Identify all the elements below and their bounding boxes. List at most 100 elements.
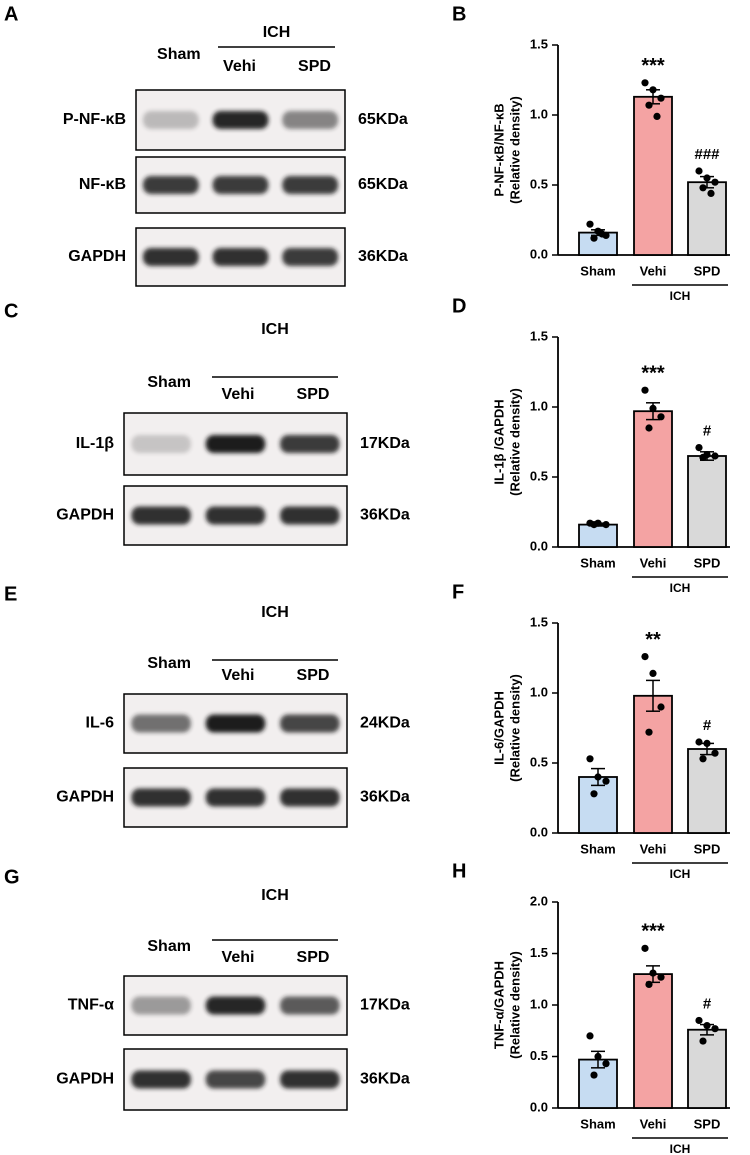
data-point	[657, 413, 665, 421]
significance-label: #	[703, 995, 712, 1012]
protein-label: GAPDH	[68, 248, 126, 265]
blot-band	[280, 435, 340, 453]
data-point	[711, 452, 719, 460]
protein-label: IL-6	[86, 715, 115, 732]
y-tick-label: 1.5	[530, 328, 548, 343]
data-point	[641, 79, 649, 87]
y-tick-label: 1.0	[530, 684, 548, 699]
data-point	[699, 1037, 707, 1045]
data-point	[653, 112, 661, 120]
bar	[687, 748, 727, 834]
blot-band	[205, 1070, 266, 1089]
size-label: 36KDa	[360, 507, 410, 524]
data-point	[703, 739, 711, 748]
lane-label: Sham	[147, 374, 191, 391]
blot-band	[282, 176, 339, 194]
blot-panel: E ICH Sham Vehi SPD IL-6 24KDa GAPDH 36KDa	[4, 583, 410, 828]
data-point	[590, 521, 598, 529]
group-label: ICH	[670, 289, 691, 303]
panel-letter: C	[4, 300, 18, 322]
y-tick-label: 0.5	[530, 754, 548, 769]
x-tick-label: Vehi	[640, 263, 667, 278]
group-label: ICH	[670, 1142, 691, 1155]
data-point	[699, 453, 707, 461]
blot-panel: C ICH Sham Vehi SPD IL-1β 17KDa GAPDH 36KDa	[4, 300, 410, 546]
bar	[687, 181, 727, 256]
bar-chart: B P-NF-κB/NF-κB (Relative density) 0.0 0.5 1.…	[452, 3, 730, 303]
data-point	[695, 1016, 703, 1025]
x-tick-label: Sham	[580, 841, 615, 856]
significance-label: ***	[641, 55, 665, 77]
data-point	[598, 230, 606, 238]
group-label: ICH	[670, 581, 691, 595]
significance-label: **	[645, 629, 661, 651]
data-point	[586, 1032, 594, 1040]
data-point	[594, 773, 602, 781]
lane-label: SPD	[298, 58, 331, 75]
bar-chart: H TNF-α/GAPDH (Relative density) 0.0 0.5 1.0 1…	[452, 860, 730, 1155]
group-label: ICH	[261, 321, 289, 338]
y-tick-label: 1.0	[530, 106, 548, 121]
blot-band	[212, 111, 269, 129]
protein-label: GAPDH	[56, 1071, 114, 1088]
data-point	[590, 1071, 598, 1079]
data-point	[711, 749, 719, 757]
data-point	[645, 101, 653, 109]
blot-band	[280, 788, 340, 807]
lane-label: Sham	[147, 655, 191, 672]
y-tick-label: 0.0	[530, 246, 548, 261]
size-label: 17KDa	[360, 997, 410, 1014]
data-point	[707, 189, 715, 197]
y-tick-label: 0.5	[530, 176, 548, 191]
bar	[633, 973, 673, 1109]
significance-label: ***	[641, 921, 665, 943]
y-axis-label: (Relative density)	[507, 388, 522, 496]
blot-band	[142, 111, 199, 129]
blot-panel: G ICH Sham Vehi SPD TNF-α 17KDa GAPDH 36KDa	[4, 866, 410, 1111]
blot-band	[280, 1070, 340, 1089]
blot-band	[131, 714, 191, 733]
lane-label: SPD	[297, 667, 330, 684]
blot-band	[205, 996, 266, 1015]
size-label: 17KDa	[360, 435, 410, 452]
bar	[578, 523, 618, 548]
y-tick-label: 0.5	[530, 1048, 548, 1063]
data-point	[586, 755, 594, 763]
data-point	[657, 973, 665, 981]
blot-band	[205, 714, 266, 733]
lane-label: Sham	[157, 46, 201, 63]
blot-band	[131, 1070, 191, 1089]
blot-band	[131, 435, 191, 453]
y-axis-label: (Relative density)	[507, 674, 522, 782]
size-label: 65KDa	[358, 176, 408, 193]
y-tick-label: 0.0	[530, 1099, 548, 1114]
data-point	[641, 653, 649, 661]
data-point	[602, 777, 610, 785]
x-tick-label: SPD	[694, 263, 721, 278]
significance-label: ###	[694, 146, 720, 163]
significance-label: ***	[641, 362, 665, 384]
blot-band	[205, 788, 266, 807]
y-tick-label: 0.0	[530, 824, 548, 839]
size-label: 24KDa	[360, 715, 410, 732]
bar	[633, 694, 673, 834]
data-point	[641, 944, 649, 952]
group-label: ICH	[261, 604, 289, 621]
data-point	[699, 184, 707, 192]
y-tick-label: 2.0	[530, 893, 548, 908]
panel-letter: F	[452, 581, 464, 603]
data-point	[649, 86, 657, 94]
blot-band	[142, 176, 199, 194]
y-tick-label: 0.0	[530, 538, 548, 553]
group-label: ICH	[261, 887, 289, 904]
y-tick-label: 1.0	[530, 398, 548, 413]
lane-label: Vehi	[223, 58, 256, 75]
bar	[687, 455, 727, 548]
y-axis-label: P-NF-κB/NF-κB	[491, 103, 506, 196]
blot-band	[280, 996, 340, 1015]
lane-label: SPD	[297, 386, 330, 403]
lane-label: Vehi	[222, 386, 255, 403]
panel-letter: E	[4, 583, 17, 605]
data-point	[695, 444, 703, 452]
